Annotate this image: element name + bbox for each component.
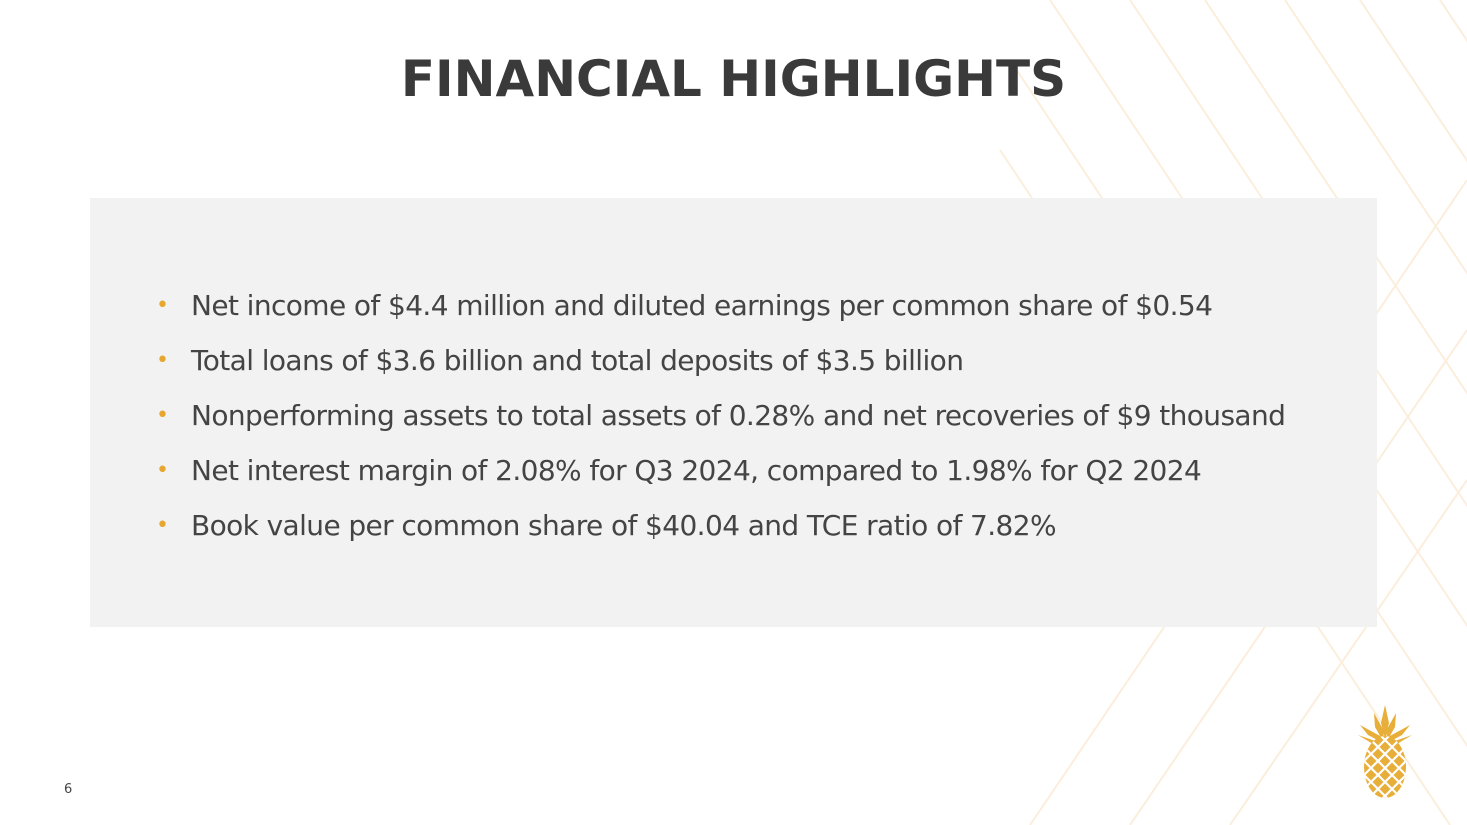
bullet-text: Net interest margin of 2.08% for Q3 2024… xyxy=(191,454,1202,487)
highlights-panel: • Net income of $4.4 million and diluted … xyxy=(90,198,1377,627)
list-item: • Net interest margin of 2.08% for Q3 202… xyxy=(156,449,1285,504)
list-item: • Nonperforming assets to total assets of… xyxy=(156,394,1286,449)
bullet-icon: • xyxy=(156,348,169,373)
highlights-list: • Net income of $4.4 million and diluted … xyxy=(156,284,1286,559)
bullet-text: Net income of $4.4 million and diluted e… xyxy=(191,289,1213,322)
list-item: • Net income of $4.4 million and diluted … xyxy=(156,284,1285,339)
list-item: • Book value per common share of $40.04 a… xyxy=(156,504,1285,559)
list-item: • Total loans of $3.6 billion and total d… xyxy=(156,339,1285,394)
pineapple-logo-icon xyxy=(1358,705,1412,798)
bullet-icon: • xyxy=(156,458,169,483)
page-number: 6 xyxy=(64,782,73,797)
bullet-icon: • xyxy=(156,513,169,538)
bullet-icon: • xyxy=(156,293,169,318)
slide-title: FINANCIAL HIGHLIGHTS xyxy=(400,50,1067,108)
bullet-text: Book value per common share of $40.04 an… xyxy=(191,509,1057,542)
bullet-text: Total loans of $3.6 billion and total de… xyxy=(191,344,964,377)
bullet-icon: • xyxy=(156,403,169,428)
bullet-text: Nonperforming assets to total assets of … xyxy=(191,399,1286,432)
